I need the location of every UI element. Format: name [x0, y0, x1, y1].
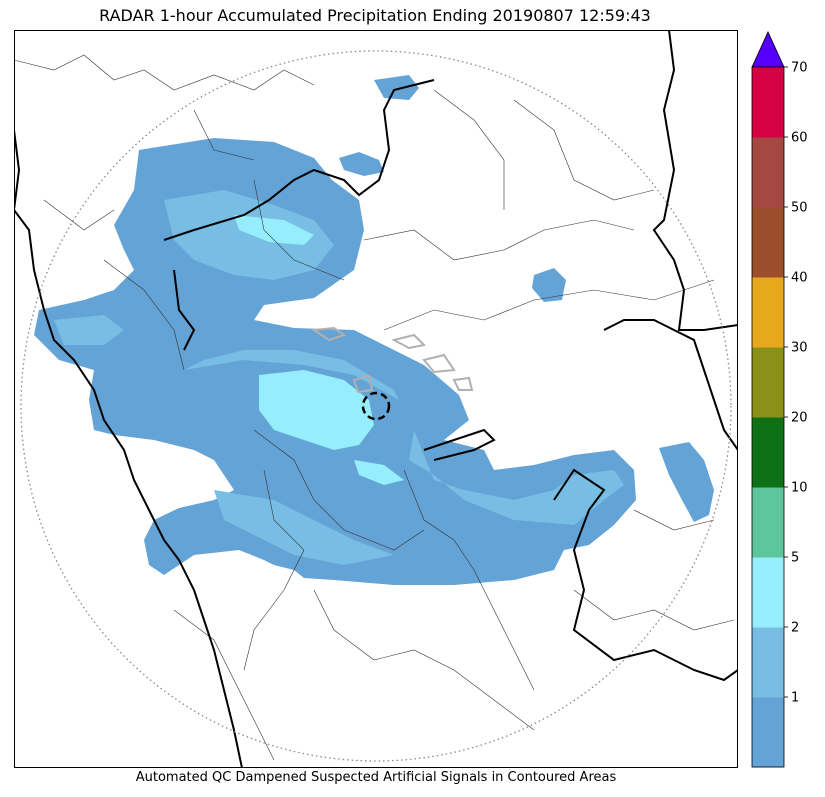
colorbar-segment — [752, 207, 784, 278]
precipitation-layer — [34, 75, 714, 585]
map-title: RADAR 1-hour Accumulated Precipitation E… — [99, 6, 651, 25]
state-border-loop — [603, 319, 738, 451]
precip-heavy-2 — [234, 215, 314, 245]
colorbar-extend-arrow — [751, 31, 785, 68]
state-border-south — [553, 468, 738, 682]
state-border-north — [163, 79, 435, 241]
colorbar-tick-label: 30 — [791, 341, 808, 356]
state-border-inner — [173, 269, 196, 351]
precip-light-n — [339, 152, 384, 176]
colorbar-tick-label: 10 — [791, 481, 808, 496]
precip-heavy-3 — [354, 460, 404, 485]
colorbar-tick-label: 20 — [791, 411, 808, 426]
colorbar: 1 2 5 10 20 30 40 50 60 70 — [751, 31, 808, 768]
colorbar-segment — [752, 487, 784, 558]
colorbar-tick-label: 70 — [791, 61, 808, 76]
colorbar-tick-label: 40 — [791, 271, 808, 286]
radar-map[interactable] — [14, 30, 738, 768]
colorbar-segment — [752, 697, 784, 768]
colorbar-segment — [752, 67, 784, 138]
coastline — [14, 129, 243, 768]
colorbar-segment — [752, 277, 784, 348]
colorbar-segment — [752, 557, 784, 628]
colorbar-labels: 1 2 5 10 20 30 40 50 60 70 — [784, 61, 808, 706]
colorbar-tick-label: 5 — [791, 551, 799, 566]
map-frame — [14, 30, 738, 768]
precip-medium-4 — [54, 315, 124, 345]
colorbar-tick-label: 60 — [791, 131, 808, 146]
state-borders — [14, 30, 738, 768]
state-border-mid — [423, 428, 496, 461]
colorbar-segment — [752, 627, 784, 698]
colorbar-tick-label: 1 — [791, 691, 799, 706]
colorbar-segment — [752, 347, 784, 418]
colorbar-frame — [751, 66, 785, 768]
precip-heavy — [259, 370, 374, 450]
district-borders — [14, 54, 735, 761]
precip-medium-3 — [214, 490, 394, 565]
colorbar-tick-label: 50 — [791, 201, 808, 216]
precip-medium-2 — [184, 350, 624, 525]
colorbar-tick-label: 2 — [791, 621, 799, 636]
state-border-east — [652, 30, 738, 331]
qc-contour-areas — [311, 326, 474, 394]
precip-light-ne — [532, 268, 566, 302]
colorbar-segment — [752, 137, 784, 208]
radar-site-marker[interactable] — [361, 391, 391, 421]
precip-light-east — [659, 442, 714, 522]
map-footer-note: Automated QC Dampened Suspected Artifici… — [135, 770, 617, 785]
radar-range-ring — [20, 50, 732, 762]
precip-light-n2 — [374, 75, 419, 100]
colorbar-segment — [752, 417, 784, 488]
colorbar-segments — [752, 67, 784, 768]
